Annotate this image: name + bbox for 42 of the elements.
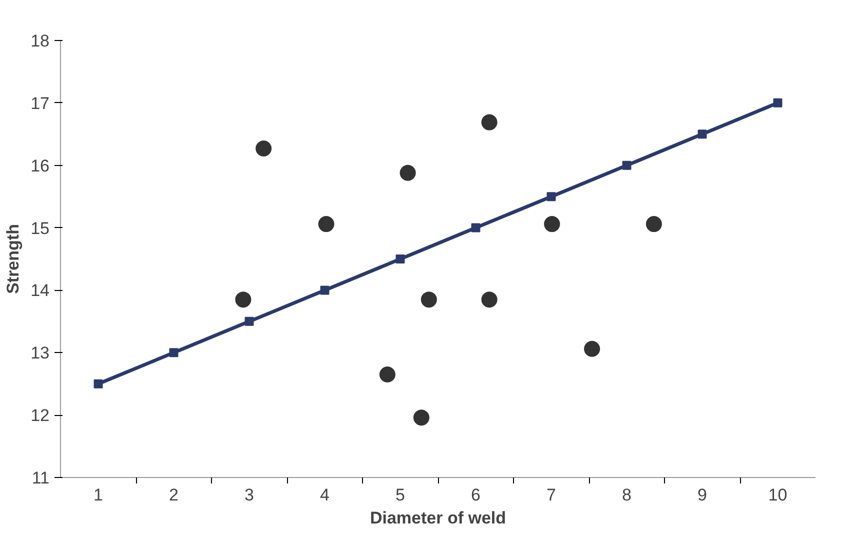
- point: [646, 216, 662, 232]
- x-tick-label: 8: [622, 486, 632, 504]
- point: [235, 292, 252, 308]
- point: [94, 379, 103, 388]
- point: [400, 164, 416, 181]
- point: [420, 292, 437, 308]
- y-tick-label: 12: [30, 406, 50, 426]
- x-tick-label: 7: [546, 486, 556, 504]
- y-tick-label: 18: [30, 32, 50, 50]
- x-tick-label: 3: [244, 486, 254, 504]
- x-tick-label: 1: [94, 486, 103, 504]
- point: [320, 286, 330, 295]
- y-tick-label: 16: [30, 156, 50, 176]
- x-tick-label: 4: [320, 486, 330, 504]
- y-tick-label: 17: [30, 94, 50, 113]
- point: [379, 366, 396, 382]
- point: [546, 192, 556, 202]
- point: [244, 316, 254, 326]
- x-tick-label: 10: [768, 486, 788, 504]
- y-axis-title: Strength: [4, 224, 23, 294]
- point: [544, 216, 560, 232]
- point: [413, 410, 430, 426]
- point: [396, 254, 405, 264]
- y-tick-label: 14: [30, 281, 50, 300]
- point: [256, 140, 272, 156]
- x-tick-label: 9: [698, 486, 707, 504]
- point: [773, 98, 782, 108]
- x-tick-label: 6: [471, 486, 480, 504]
- x-tick-label: 5: [396, 486, 405, 504]
- point: [622, 160, 632, 170]
- y-tick-label: 13: [30, 344, 50, 363]
- y-tick-label: 11: [32, 468, 50, 488]
- x-axis-title: Diameter of weld: [370, 508, 506, 528]
- point: [481, 114, 498, 130]
- point: [584, 340, 600, 357]
- x-tick-label: 2: [169, 486, 178, 504]
- point: [481, 292, 498, 308]
- point: [698, 130, 707, 139]
- y-tick-label: 15: [30, 218, 50, 238]
- point: [169, 348, 178, 358]
- point: [471, 223, 480, 232]
- point: [318, 216, 334, 232]
